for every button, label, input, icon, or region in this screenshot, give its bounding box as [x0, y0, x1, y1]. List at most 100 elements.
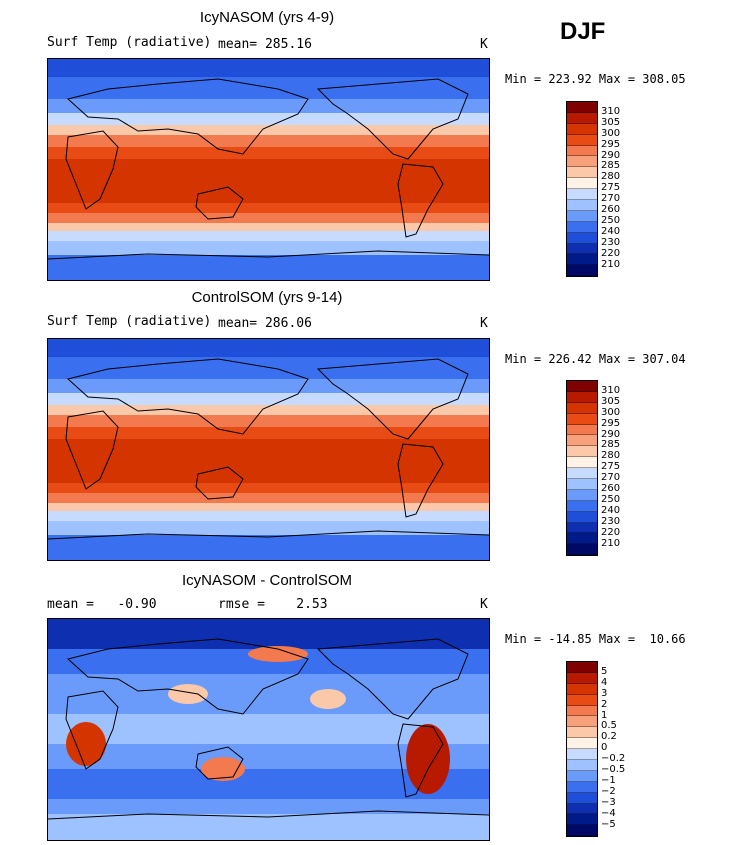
- colorbar-swatch: [567, 705, 597, 717]
- panel-3-units: K: [480, 597, 488, 612]
- lat-band: [48, 814, 489, 840]
- panel-2-variable-label: Surf Temp (radiative): [47, 314, 212, 329]
- colorbar-tick-label: −0.5: [601, 764, 626, 775]
- colorbar-swatch: [567, 489, 597, 501]
- colorbar-swatch: [567, 381, 597, 392]
- coast-antarctica: [48, 810, 489, 820]
- panel-1-colorbar: [566, 101, 598, 278]
- lat-band: [48, 223, 489, 231]
- coast-south-america: [397, 163, 444, 238]
- colorbar-tick-label: 270: [601, 193, 621, 205]
- colorbar-tick-label: 210: [601, 258, 621, 270]
- colorbar-tick-label: 220: [601, 247, 621, 259]
- panel-3-rmse-label: rmse = 2.53: [218, 597, 328, 612]
- colorbar-tick-label: 280: [601, 171, 621, 183]
- colorbar-swatch: [567, 200, 597, 211]
- colorbar-tick-label: 305: [601, 116, 621, 128]
- colorbar-swatch: [567, 254, 597, 266]
- colorbar-swatch: [567, 102, 597, 113]
- lat-band: [48, 535, 489, 560]
- warm-anomaly: [168, 684, 208, 704]
- colorbar-tick-label: 285: [601, 439, 621, 451]
- colorbar-tick-label: −4: [601, 807, 616, 819]
- season-label: DJF: [560, 18, 606, 45]
- colorbar-swatch: [567, 446, 597, 458]
- coast-south-america: [397, 443, 444, 518]
- colorbar-swatch: [567, 468, 597, 480]
- colorbar-tick-label: 2: [601, 698, 608, 710]
- colorbar-tick-label: 220: [601, 526, 621, 538]
- panel-2-title: ControlSOM (yrs 9-14): [191, 289, 343, 306]
- colorbar-tick-label: 3: [601, 687, 608, 699]
- colorbar-tick-label: 0.2: [601, 731, 617, 743]
- lat-band: [48, 77, 489, 99]
- coast-antarctica: [48, 530, 489, 540]
- colorbar-tick-label: 240: [601, 225, 621, 237]
- colorbar-swatch: [567, 178, 597, 190]
- colorbar-swatch: [567, 500, 597, 512]
- panel-3-map: [47, 618, 490, 841]
- colorbar-tick-label: −3: [601, 796, 616, 808]
- lat-band: [48, 393, 489, 405]
- coast-antarctica: [48, 250, 489, 260]
- coast-australia: [195, 466, 244, 500]
- lat-band: [48, 99, 489, 113]
- colorbar-tick-label: −1: [601, 774, 616, 786]
- colorbar-swatch: [567, 413, 597, 425]
- panel-1-title: IcyNASOM (yrs 4-9): [199, 9, 335, 26]
- colorbar-swatch: [567, 738, 597, 750]
- coast-eurasia: [66, 358, 309, 435]
- lat-band: [48, 379, 489, 393]
- colorbar-swatch: [567, 533, 597, 545]
- colorbar-swatch: [567, 145, 597, 157]
- coast-north-america: [316, 358, 469, 440]
- colorbar-swatch: [567, 694, 597, 706]
- coast-australia: [195, 746, 244, 780]
- panel-2-map: [47, 338, 490, 561]
- colorbar-swatch: [567, 167, 597, 179]
- colorbar-tick-label: 290: [601, 149, 621, 161]
- colorbar-tick-label: 270: [601, 472, 621, 484]
- colorbar-tick-label: 300: [601, 127, 621, 139]
- lat-band: [48, 159, 489, 203]
- colorbar-swatch: [567, 825, 597, 837]
- colorbar-swatch: [567, 662, 597, 673]
- coast-eurasia: [66, 638, 309, 715]
- colorbar-swatch: [567, 781, 597, 793]
- lat-band: [48, 113, 489, 125]
- colorbar-tick-label: 240: [601, 504, 621, 516]
- colorbar-tick-label: 1: [601, 709, 608, 721]
- colorbar-swatch: [567, 424, 597, 436]
- colorbar-swatch: [567, 544, 597, 556]
- colorbar-tick-label: 250: [601, 214, 621, 226]
- colorbar-swatch: [567, 522, 597, 534]
- lat-band: [48, 357, 489, 379]
- lat-band: [48, 439, 489, 483]
- continent-outlines: [48, 358, 489, 540]
- colorbar-swatch: [567, 457, 597, 469]
- colorbar-swatch: [567, 156, 597, 168]
- panel-3-colorbar: [566, 661, 598, 838]
- coast-south-america: [397, 723, 444, 798]
- colorbar-swatch: [567, 221, 597, 233]
- warm-anomaly: [406, 724, 450, 794]
- colorbar-swatch: [567, 760, 597, 771]
- colorbar-swatch: [567, 803, 597, 815]
- colorbar-tick-label: 310: [601, 384, 621, 396]
- lat-band: [48, 59, 489, 77]
- panel-2-map-svg: [48, 339, 489, 560]
- panel-2-units: K: [480, 316, 488, 331]
- panel-3-mean-label: mean = -0.90: [47, 597, 157, 612]
- colorbar-swatch: [567, 123, 597, 135]
- warm-anomaly: [310, 689, 346, 709]
- coast-africa: [65, 690, 119, 770]
- continent-outlines: [48, 638, 489, 820]
- lat-band: [48, 493, 489, 503]
- lat-band: [48, 135, 489, 147]
- colorbar-tick-label: 285: [601, 160, 621, 172]
- colorbar-tick-label: 275: [601, 461, 621, 473]
- panel-1-variable-label: Surf Temp (radiative): [47, 35, 212, 50]
- colorbar-swatch: [567, 511, 597, 523]
- panel-2-mean-label: mean= 286.06: [218, 316, 312, 331]
- lat-band: [48, 503, 489, 511]
